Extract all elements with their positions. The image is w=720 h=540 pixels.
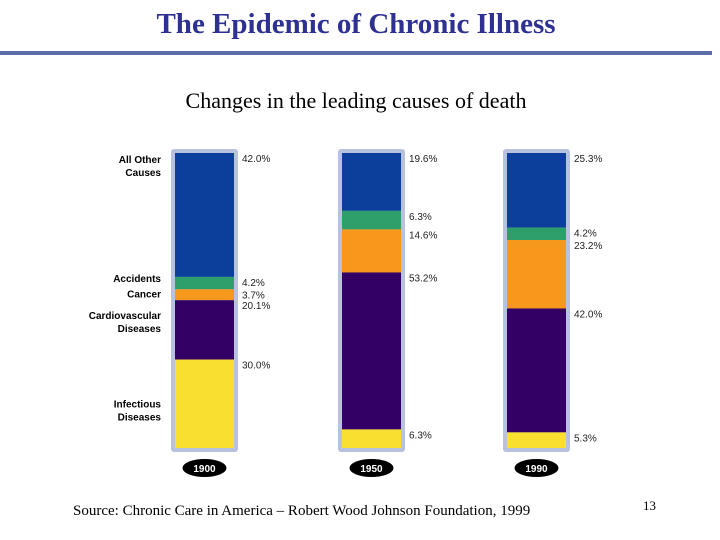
bar-segment-1900-1	[175, 276, 234, 290]
bar-segment-1990-3	[507, 308, 566, 433]
year-label-1950: 1950	[360, 464, 383, 475]
bar-segment-1990-4	[507, 432, 566, 448]
data-label-1990-1: 4.2%	[574, 229, 597, 240]
bar-segment-1990-1	[507, 227, 566, 241]
bar-segment-1950-0	[342, 153, 401, 211]
data-label-1990-2: 23.2%	[574, 241, 602, 252]
page-number: 13	[643, 498, 656, 513]
bar-segment-1900-0	[175, 153, 234, 277]
data-label-1950-0: 19.6%	[409, 154, 437, 165]
bar-segment-1950-4	[342, 429, 401, 448]
data-label-1900-2: 3.7%	[242, 290, 265, 301]
source-citation: Source: Chronic Care in America – Robert…	[73, 503, 531, 519]
data-label-1900-4: 30.0%	[242, 361, 270, 372]
data-label-1950-4: 6.3%	[409, 430, 432, 441]
stacked-bar-chart: 42.0%4.2%3.7%20.1%30.0%190019.6%6.3%14.6…	[89, 149, 602, 477]
row-label-3-1: Diseases	[118, 324, 162, 335]
bar-segment-1900-2	[175, 289, 234, 301]
bar-segment-1990-0	[507, 153, 566, 228]
data-label-1900-3: 20.1%	[242, 301, 270, 312]
row-label-4-0: Infectious	[114, 400, 162, 411]
data-label-1950-2: 14.6%	[409, 230, 437, 241]
bar-segment-1990-2	[507, 240, 566, 309]
chart-subtitle: Changes in the leading causes of death	[185, 88, 527, 113]
bar-segment-1950-3	[342, 272, 401, 430]
bar-segment-1900-3	[175, 300, 234, 360]
row-label-1-0: Accidents	[113, 274, 161, 285]
data-label-1990-3: 42.0%	[574, 309, 602, 320]
bar-segment-1900-4	[175, 359, 234, 448]
row-label-2-0: Cancer	[127, 289, 161, 300]
year-label-1990: 1990	[525, 464, 548, 475]
title-divider	[0, 51, 712, 55]
row-label-0-0: All Other	[119, 155, 161, 166]
row-label-0-1: Causes	[125, 168, 161, 179]
row-label-4-1: Diseases	[118, 413, 162, 424]
year-badge-1900	[182, 459, 227, 477]
year-label-1900: 1900	[193, 464, 216, 475]
data-label-1950-3: 53.2%	[409, 273, 437, 284]
bar-segment-1950-2	[342, 229, 401, 273]
data-label-1990-4: 5.3%	[574, 433, 597, 444]
data-label-1900-1: 4.2%	[242, 278, 265, 289]
year-badge-1990	[514, 459, 559, 477]
data-label-1900-0: 42.0%	[242, 154, 270, 165]
data-label-1950-1: 6.3%	[409, 212, 432, 223]
slide-title: The Epidemic of Chronic Illness	[156, 8, 556, 40]
data-label-1990-0: 25.3%	[574, 154, 602, 165]
row-label-3-0: Cardiovascular	[89, 311, 161, 322]
year-badge-1950	[349, 459, 394, 477]
bar-segment-1950-1	[342, 210, 401, 230]
